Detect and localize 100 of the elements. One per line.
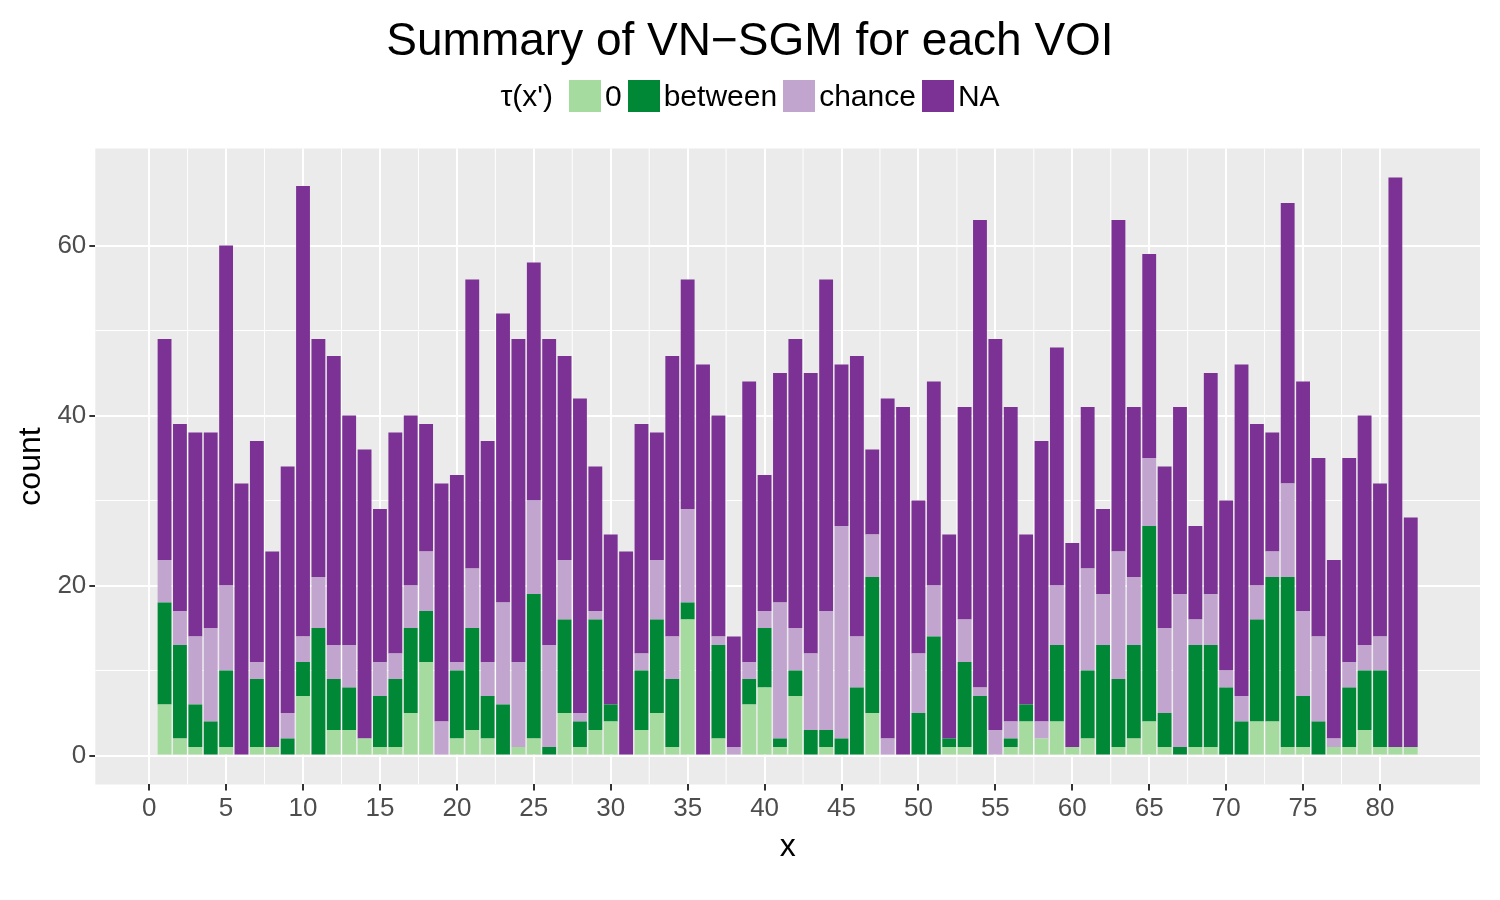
x-tick-label: 50 bbox=[903, 792, 933, 823]
bar bbox=[511, 747, 526, 755]
bar bbox=[603, 721, 618, 755]
bar bbox=[1157, 747, 1172, 755]
bar bbox=[311, 577, 326, 628]
x-tick-label: 5 bbox=[218, 792, 234, 823]
bar bbox=[588, 611, 603, 620]
bar bbox=[280, 713, 295, 739]
bar bbox=[1342, 687, 1357, 747]
bar bbox=[1203, 594, 1218, 645]
x-tick-label: 60 bbox=[1057, 792, 1087, 823]
legend-label: 0 bbox=[605, 79, 622, 113]
bar bbox=[1219, 670, 1234, 688]
bar bbox=[834, 526, 849, 739]
bar bbox=[849, 636, 864, 688]
bar bbox=[911, 500, 926, 654]
bar bbox=[1311, 721, 1326, 755]
bar bbox=[988, 730, 1003, 755]
bar bbox=[1188, 747, 1203, 755]
legend-title: τ(x') bbox=[500, 79, 553, 113]
bar bbox=[219, 747, 234, 755]
bar bbox=[742, 704, 757, 755]
bar bbox=[973, 687, 987, 696]
bar bbox=[557, 356, 572, 560]
x-tick-label: 70 bbox=[1211, 792, 1241, 823]
bar bbox=[157, 602, 172, 705]
x-tick-label: 20 bbox=[442, 792, 472, 823]
bar bbox=[680, 509, 695, 603]
y-axis-title: count bbox=[11, 427, 48, 506]
bar bbox=[157, 339, 172, 560]
bar bbox=[680, 602, 695, 620]
bar bbox=[1403, 517, 1418, 747]
bar bbox=[911, 653, 926, 713]
bar bbox=[634, 653, 649, 671]
bar bbox=[1403, 747, 1418, 755]
bar bbox=[1157, 713, 1172, 747]
bar bbox=[296, 636, 310, 662]
y-tick-label: 0 bbox=[71, 738, 87, 769]
y-tick-label: 60 bbox=[57, 228, 87, 259]
bar bbox=[1034, 721, 1049, 739]
bar bbox=[526, 594, 541, 739]
x-tick-label: 55 bbox=[980, 792, 1010, 823]
x-tick-label: 35 bbox=[673, 792, 703, 823]
bar bbox=[711, 645, 726, 739]
bar bbox=[757, 628, 772, 688]
bar bbox=[1003, 721, 1018, 739]
chart-title: Summary of VN−SGM for each VOI bbox=[385, 12, 1115, 67]
bar bbox=[711, 415, 726, 637]
bar bbox=[1034, 441, 1049, 722]
x-tick-label: 30 bbox=[596, 792, 626, 823]
bar bbox=[634, 730, 649, 755]
bar bbox=[649, 560, 664, 620]
bar bbox=[234, 483, 249, 755]
bar bbox=[742, 662, 757, 679]
x-tick-label: 65 bbox=[1134, 792, 1164, 823]
bar bbox=[1326, 738, 1341, 747]
bar bbox=[880, 738, 895, 755]
bar bbox=[742, 679, 757, 705]
bar bbox=[634, 670, 649, 730]
bar bbox=[157, 704, 172, 755]
x-tick-label: 75 bbox=[1288, 792, 1318, 823]
bar bbox=[557, 619, 572, 713]
y-tick-label: 40 bbox=[57, 398, 87, 429]
bar bbox=[157, 560, 172, 603]
bar bbox=[1003, 738, 1018, 747]
x-tick-label: 0 bbox=[141, 792, 157, 823]
y-tick-label: 20 bbox=[57, 568, 87, 599]
bar bbox=[1265, 551, 1280, 577]
legend-label: NA bbox=[957, 79, 1000, 113]
bar bbox=[249, 679, 264, 747]
bar bbox=[926, 585, 941, 637]
bar bbox=[357, 738, 372, 755]
bar bbox=[1203, 747, 1218, 755]
bar bbox=[280, 738, 295, 755]
bar bbox=[1173, 747, 1187, 755]
bar bbox=[542, 645, 557, 747]
legend-label: between bbox=[663, 79, 778, 113]
x-tick-label: 80 bbox=[1365, 792, 1395, 823]
bar bbox=[1049, 585, 1064, 645]
bar bbox=[1126, 577, 1141, 645]
bar bbox=[1234, 696, 1249, 722]
bar bbox=[1111, 220, 1126, 552]
x-tick-label: 45 bbox=[827, 792, 856, 823]
bar bbox=[434, 483, 449, 722]
bar bbox=[1234, 721, 1249, 755]
bar bbox=[726, 747, 741, 755]
bar bbox=[834, 364, 849, 526]
bar bbox=[1342, 662, 1357, 688]
bar bbox=[1034, 738, 1049, 755]
bar bbox=[1311, 636, 1326, 722]
bar bbox=[603, 704, 618, 722]
bar bbox=[1249, 585, 1264, 620]
bar bbox=[665, 636, 680, 679]
bar bbox=[865, 713, 880, 755]
bar bbox=[296, 696, 310, 755]
bar bbox=[834, 738, 849, 755]
bar bbox=[957, 747, 972, 755]
bar bbox=[680, 619, 695, 755]
bar bbox=[942, 747, 957, 755]
bar bbox=[788, 670, 803, 696]
